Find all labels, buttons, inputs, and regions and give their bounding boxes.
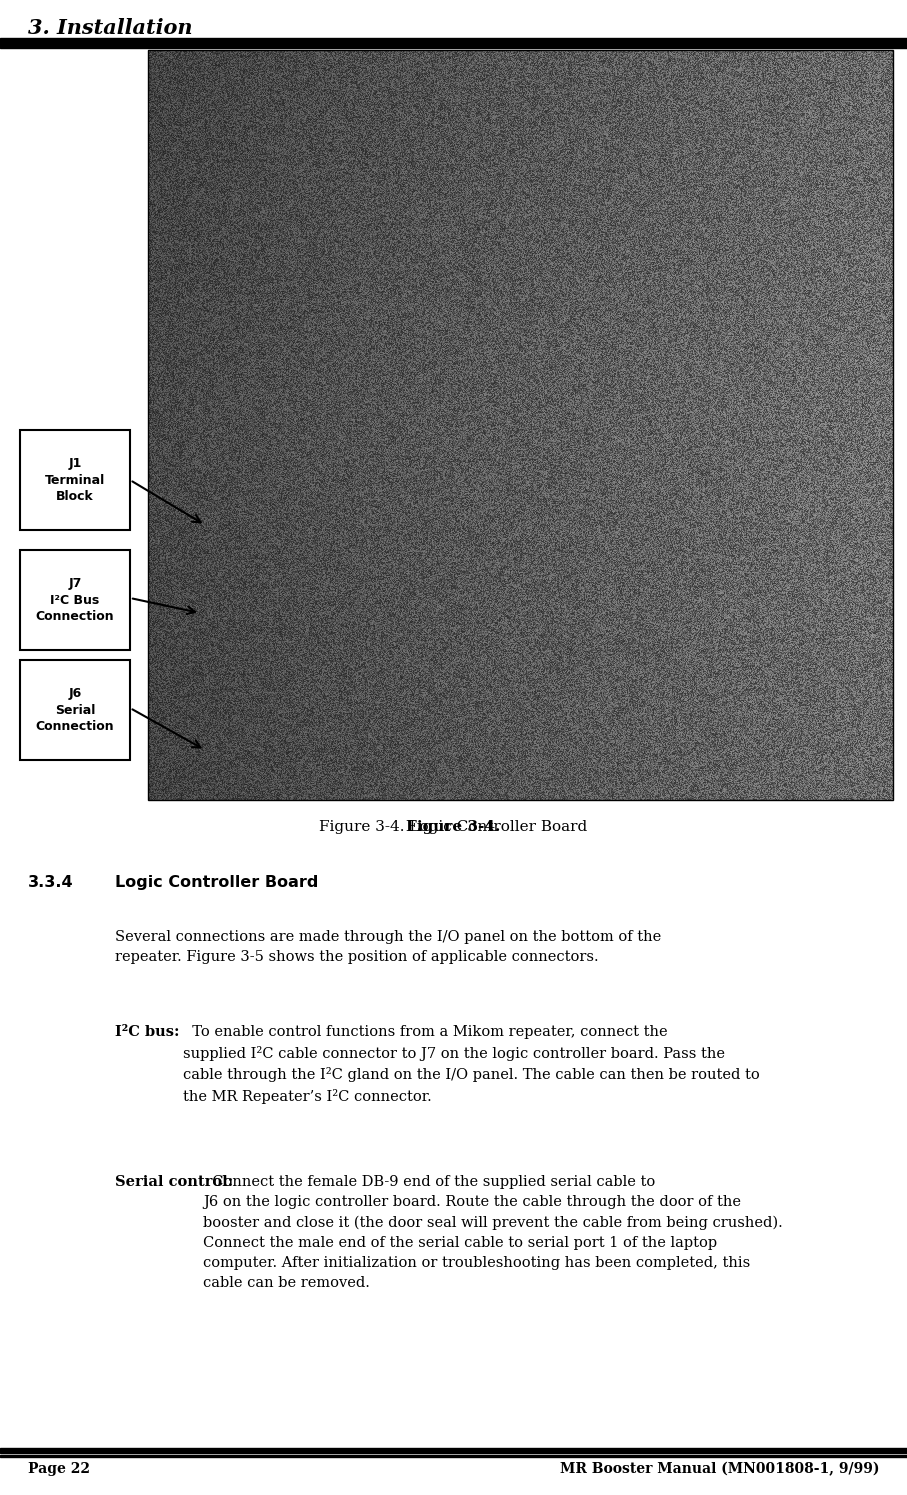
Text: I²C bus:: I²C bus: [115,1026,180,1039]
Bar [20,550,130,650]
Bar [148,49,893,800]
Text: Logic Controller Board: Logic Controller Board [115,875,318,890]
Text: MR Booster Manual (MN001808-1, 9/99): MR Booster Manual (MN001808-1, 9/99) [560,1462,879,1476]
Bar [20,431,130,531]
Text: J6
Serial
Connection: J6 Serial Connection [35,688,114,733]
Text: Connect the female DB-9 end of the supplied serial cable to
J6 on the logic cont: Connect the female DB-9 end of the suppl… [203,1175,783,1290]
Text: 3.3.4: 3.3.4 [28,875,73,890]
Text: To enable control functions from a Mikom repeater, connect the
supplied I²C cabl: To enable control functions from a Mikom… [183,1026,760,1103]
Bar [20,659,130,759]
Text: J7
I²C Bus
Connection: J7 I²C Bus Connection [35,577,114,622]
Text: Figure 3-4. Logic Controller Board: Figure 3-4. Logic Controller Board [319,819,588,834]
Text: Page 22: Page 22 [28,1462,90,1476]
Bar [0,37,907,48]
Text: Several connections are made through the I/O panel on the bottom of the
repeater: Several connections are made through the… [115,930,661,964]
Text: Serial control:: Serial control: [115,1175,233,1189]
Bar [0,1455,907,1456]
Text: J1
Terminal
Block: J1 Terminal Block [44,457,105,502]
Bar [0,1449,907,1453]
Text: Figure 3-4.: Figure 3-4. [406,819,501,834]
Text: 3. Installation: 3. Installation [28,18,192,37]
